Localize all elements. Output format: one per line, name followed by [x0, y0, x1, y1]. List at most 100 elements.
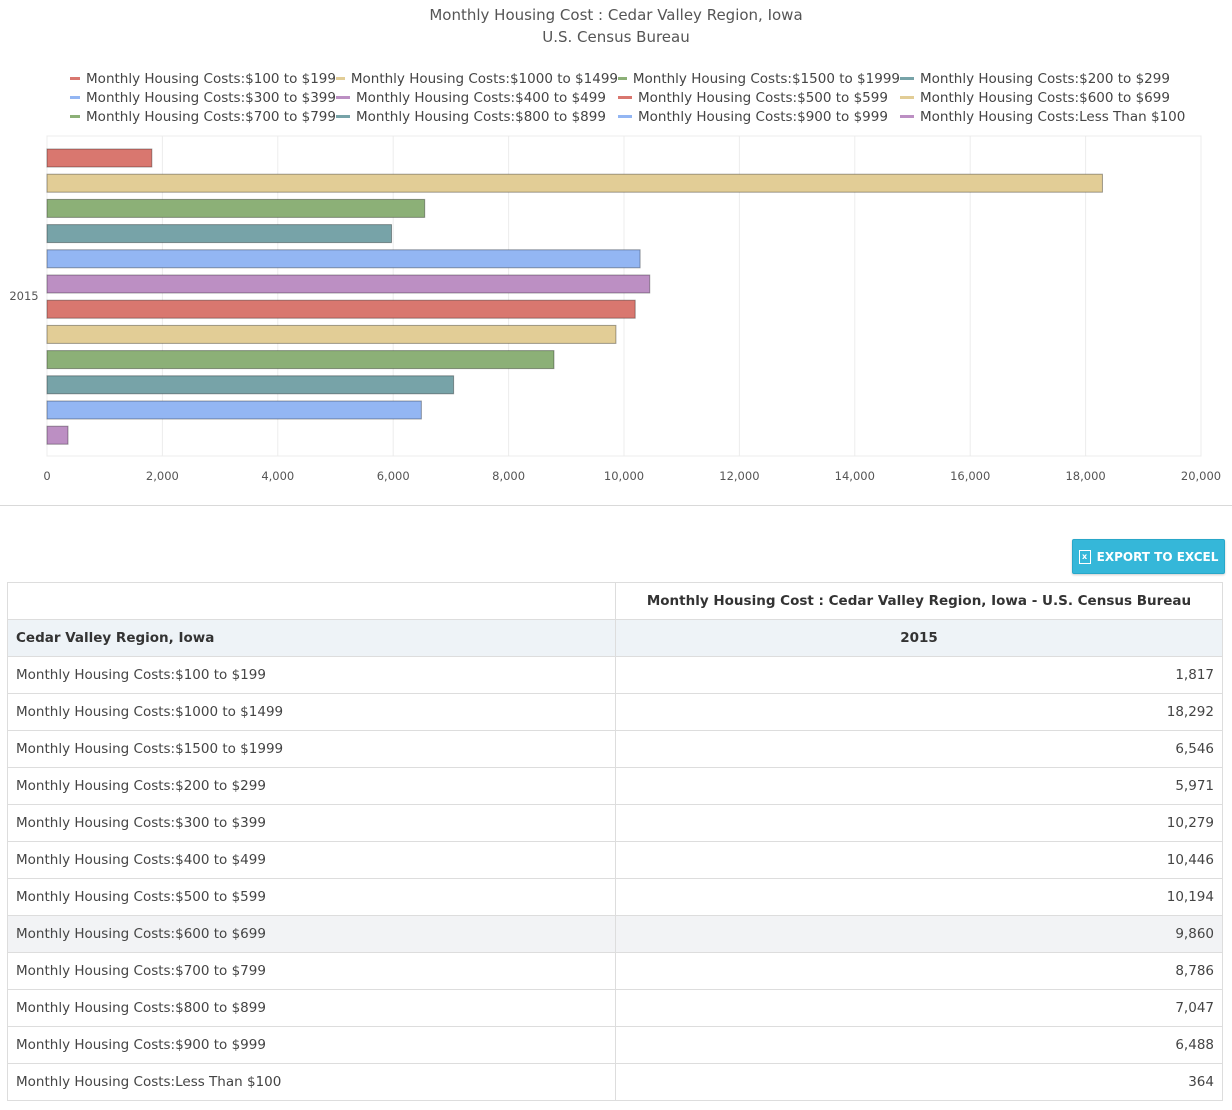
bar [46, 274, 651, 294]
legend-item[interactable]: Monthly Housing Costs:$500 to $599 [618, 88, 900, 107]
bar [46, 425, 69, 445]
table-row: Monthly Housing Costs:$1500 to $1999 6,54… [7, 730, 1223, 768]
legend-swatch [618, 115, 632, 118]
row-value: 7,047 [615, 989, 1223, 1027]
x-tick-label: 0 [43, 469, 50, 483]
legend-label: Monthly Housing Costs:$1500 to $1999 [632, 70, 900, 87]
bar [46, 224, 393, 244]
legend-item[interactable]: Monthly Housing Costs:$300 to $399 [70, 88, 336, 107]
legend-swatch [70, 77, 81, 80]
row-value: 10,194 [615, 878, 1223, 916]
bar [46, 299, 636, 319]
legend-item[interactable]: Monthly Housing Costs:$400 to $499 [336, 88, 618, 107]
row-label: Monthly Housing Costs:$200 to $299 [7, 767, 616, 805]
x-tick-label: 16,000 [950, 469, 990, 483]
row-label: Monthly Housing Costs:$300 to $399 [7, 804, 616, 842]
legend-label: Monthly Housing Costs:Less Than $100 [920, 108, 1186, 125]
row-label: Monthly Housing Costs:$700 to $799 [7, 952, 616, 990]
legend-label: Monthly Housing Costs:$800 to $899 [356, 108, 606, 125]
legend-swatch [618, 96, 632, 99]
bar-chart: 0 2,000 4,000 6,000 8,000 10,000 12,000 14,000 1… [9, 135, 1221, 483]
legend-label: Monthly Housing Costs:$600 to $699 [920, 89, 1170, 106]
legend-swatch [900, 77, 914, 80]
legend-item[interactable]: Monthly Housing Costs:$900 to $999 [618, 107, 900, 126]
table-row: Monthly Housing Costs:$400 to $499 10,446 [7, 841, 1223, 879]
legend-item[interactable]: Monthly Housing Costs:$1000 to $1499 [336, 69, 618, 88]
legend-item[interactable]: Monthly Housing Costs:$800 to $899 [336, 107, 618, 126]
row-value: 5,971 [615, 767, 1223, 805]
legend-swatch [900, 96, 914, 99]
legend-label: Monthly Housing Costs:$1000 to $1499 [350, 70, 618, 87]
table-row: Monthly Housing Costs:$200 to $299 5,971 [7, 767, 1223, 805]
row-label: Monthly Housing Costs:$100 to $199 [7, 656, 616, 694]
x-tick-label: 10,000 [604, 469, 644, 483]
legend-label: Monthly Housing Costs:$300 to $399 [86, 89, 336, 106]
row-value: 9,860 [615, 915, 1223, 953]
row-value: 18,292 [615, 693, 1223, 731]
chart-title: Monthly Housing Cost : Cedar Valley Regi… [429, 6, 803, 24]
bar [46, 198, 426, 218]
x-tick-label: 20,000 [1181, 469, 1221, 483]
y-category-label: 2015 [9, 289, 38, 303]
legend-swatch [70, 96, 81, 99]
export-button-label: EXPORT TO EXCEL [1096, 549, 1219, 564]
legend-item[interactable]: Monthly Housing Costs:$200 to $299 [900, 69, 1190, 88]
legend-label: Monthly Housing Costs:$400 to $499 [356, 89, 606, 106]
x-tick-label: 6,000 [377, 469, 410, 483]
legend-item[interactable]: Monthly Housing Costs:$600 to $699 [900, 88, 1190, 107]
legend-swatch [70, 115, 81, 118]
legend-item[interactable]: Monthly Housing Costs:$100 to $199 [70, 69, 336, 88]
row-value: 10,446 [615, 841, 1223, 879]
bar [46, 400, 422, 420]
table-body: Monthly Housing Costs:$100 to $199 1,817 M… [7, 656, 1223, 1101]
row-label: Monthly Housing Costs:Less Than $100 [7, 1063, 616, 1101]
row-label: Monthly Housing Costs:$1500 to $1999 [7, 730, 616, 768]
legend-label: Monthly Housing Costs:$200 to $299 [920, 70, 1170, 87]
bar [46, 375, 455, 395]
row-value: 364 [615, 1063, 1223, 1101]
legend-swatch [900, 115, 914, 118]
table-title-header: Monthly Housing Cost : Cedar Valley Regi… [615, 582, 1223, 620]
row-label: Monthly Housing Costs:$500 to $599 [7, 878, 616, 916]
region-header: Cedar Valley Region, Iowa [7, 619, 616, 657]
legend-item[interactable]: Monthly Housing Costs:Less Than $100 [900, 107, 1190, 126]
bar [46, 249, 641, 269]
table-row: Monthly Housing Costs:$300 to $399 10,279 [7, 804, 1223, 842]
row-label: Monthly Housing Costs:$600 to $699 [7, 915, 616, 953]
legend-item[interactable]: Monthly Housing Costs:$1500 to $1999 [618, 69, 900, 88]
bar [46, 324, 617, 344]
legend-swatch [618, 77, 627, 80]
legend-swatch [336, 77, 345, 80]
table-row: Monthly Housing Costs:$800 to $899 7,047 [7, 989, 1223, 1027]
chart-legend: Monthly Housing Costs:$100 to $199 Monthl… [70, 69, 1190, 126]
table-row: Monthly Housing Costs:Less Than $100 364 [7, 1063, 1223, 1101]
x-tick-label: 12,000 [719, 469, 759, 483]
data-table: Monthly Housing Cost : Cedar Valley Regi… [7, 582, 1223, 1101]
bar [46, 350, 555, 370]
row-label: Monthly Housing Costs:$900 to $999 [7, 1026, 616, 1064]
legend-item[interactable]: Monthly Housing Costs:$700 to $799 [70, 107, 336, 126]
table-corner-cell [7, 582, 616, 620]
legend-swatch [336, 96, 350, 99]
legend-label: Monthly Housing Costs:$100 to $199 [86, 70, 336, 87]
x-tick-label: 8,000 [492, 469, 525, 483]
legend-label: Monthly Housing Costs:$900 to $999 [638, 108, 888, 125]
legend-label: Monthly Housing Costs:$700 to $799 [86, 108, 336, 125]
table-title-row: Monthly Housing Cost : Cedar Valley Regi… [7, 582, 1223, 620]
legend-swatch [336, 115, 350, 118]
row-label: Monthly Housing Costs:$400 to $499 [7, 841, 616, 879]
row-value: 6,546 [615, 730, 1223, 768]
table-row: Monthly Housing Costs:$100 to $199 1,817 [7, 656, 1223, 694]
row-value: 10,279 [615, 804, 1223, 842]
x-tick-label: 14,000 [835, 469, 875, 483]
row-value: 8,786 [615, 952, 1223, 990]
x-tick-label: 4,000 [261, 469, 294, 483]
chart-container: Monthly Housing Cost : Cedar Valley Regi… [0, 0, 1232, 506]
chart-subtitle: U.S. Census Bureau [542, 28, 690, 46]
table-row: Monthly Housing Costs:$900 to $999 6,488 [7, 1026, 1223, 1064]
table-row: Monthly Housing Costs:$500 to $599 10,194 [7, 878, 1223, 916]
excel-file-icon: x [1078, 549, 1091, 564]
x-tick-label: 18,000 [1065, 469, 1105, 483]
export-to-excel-button[interactable]: x EXPORT TO EXCEL [1072, 539, 1225, 574]
row-value: 1,817 [615, 656, 1223, 694]
